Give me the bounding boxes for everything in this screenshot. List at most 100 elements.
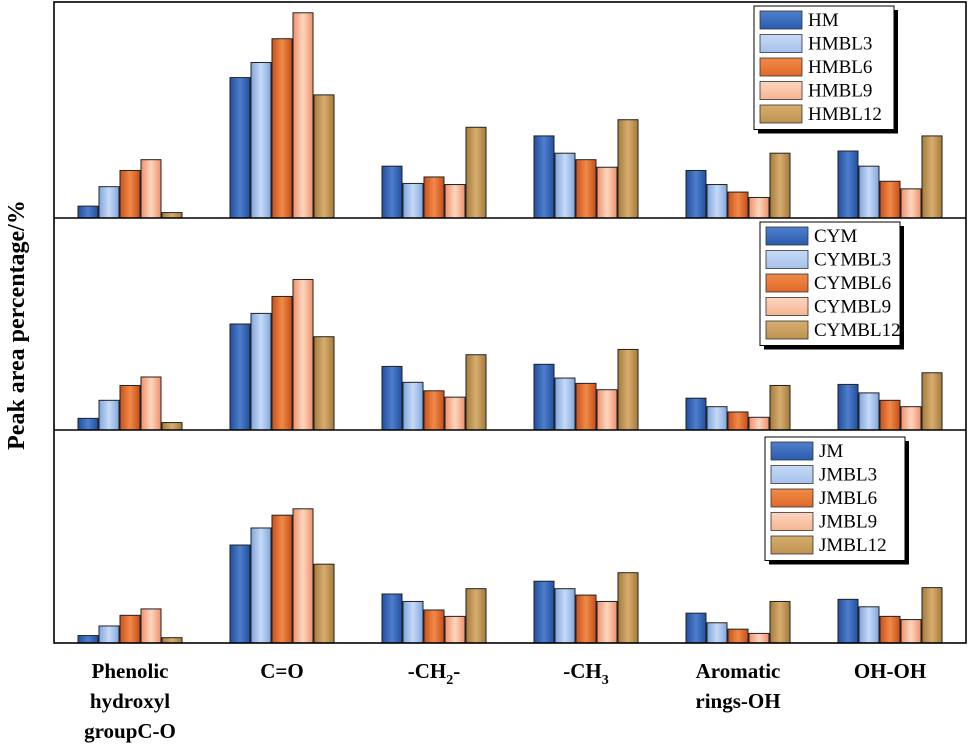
bar-CYMBL9-5 [748,416,770,431]
bar-CYM-6 [837,383,859,431]
bar-HMBL9-4 [596,166,618,219]
bar-CYMBL6-6 [879,399,901,431]
bar-CYMBL3-6 [858,392,880,431]
bar-HMBL3-4 [554,152,576,219]
bar-CYMBL3-2 [250,312,272,431]
bar-HMBL9-3 [444,184,466,219]
legend-swatch-CYMBL6 [765,273,809,293]
bar-CYMBL6-5 [727,411,749,431]
bar-JMBL9-2 [292,508,314,644]
bar-CYMBL6-3 [423,390,445,431]
bar-CYMBL9-1 [140,376,162,431]
legend-label-JM: JM [819,441,843,462]
bar-CYMBL9-4 [596,389,618,431]
bar-JMBL9-5 [748,632,770,644]
legend-swatch-HM [759,10,803,30]
legend-label-CYMBL6: CYMBL6 [814,273,891,294]
legend-label-HMBL12: HMBL12 [808,104,882,125]
bar-JMBL9-3 [444,615,466,644]
bar-CYMBL9-3 [444,396,466,431]
bar-HMBL9-5 [748,196,770,219]
bar-JM-5 [685,612,707,644]
bar-CYMBL9-2 [292,278,314,431]
bar-CYMBL12-4 [617,348,639,431]
legend-label-CYMBL3: CYMBL3 [814,250,891,271]
bar-HMBL9-6 [900,188,922,219]
bar-JMBL3-6 [858,606,880,644]
bar-HMBL12-5 [769,152,791,219]
bar-HM-2 [229,77,251,219]
bar-JMBL6-4 [575,594,597,644]
y-axis-label: Peak area percentage/% [4,200,30,450]
bar-JMBL9-6 [900,619,922,644]
bar-JMBL3-1 [98,625,120,644]
bar-JMBL6-1 [119,614,141,644]
legend-swatch-HMBL9 [759,81,803,100]
bar-JMBL12-5 [769,600,791,644]
bar-JMBL6-6 [879,615,901,644]
bar-JM-1 [77,635,99,644]
bar-CYMBL12-2 [313,336,335,431]
bar-JMBL12-3 [465,588,487,644]
bar-HM-4 [533,135,555,219]
bar-HMBL3-3 [402,182,424,219]
bar-CYM-3 [381,365,403,431]
bar-JM-2 [229,544,251,644]
bar-CYM-2 [229,323,251,431]
bar-CYMBL6-1 [119,384,141,431]
bar-CYMBL9-6 [900,406,922,431]
bar-HMBL9-2 [292,12,314,219]
legend-swatch-JMBL6 [770,488,814,508]
bar-CYMBL12-1 [161,422,183,431]
bar-HMBL12-1 [161,212,183,219]
bar-JM-6 [837,598,859,644]
bar-CYMBL3-3 [402,381,424,431]
legend-swatch-JMBL12 [770,535,814,555]
legend-swatch-CYMBL3 [765,250,809,269]
bar-CYMBL12-3 [465,354,487,431]
bar-HMBL6-5 [727,191,749,219]
bar-JM-3 [381,593,403,644]
bar-CYMBL12-6 [921,372,943,431]
bar-HMBL3-1 [98,186,120,219]
legend-label-JMBL12: JMBL12 [819,535,887,556]
bar-CYMBL6-4 [575,382,597,431]
legend-label-CYM: CYM [814,226,857,247]
legend-swatch-HMBL12 [759,104,803,124]
bar-CYM-4 [533,363,555,431]
bar-CYMBL12-5 [769,384,791,431]
legend-label-HMBL9: HMBL9 [808,81,872,102]
bar-HM-5 [685,169,707,219]
bar-HMBL6-3 [423,176,445,219]
legend-swatch-HMBL6 [759,57,803,77]
bar-JM-4 [533,580,555,644]
bar-CYMBL3-1 [98,399,120,431]
legend-label-JMBL6: JMBL6 [819,488,877,509]
bar-HM-3 [381,165,403,219]
legend-swatch-JMBL9 [770,512,814,531]
bar-CYMBL3-4 [554,377,576,431]
bar-JMBL3-5 [706,622,728,644]
legend-swatch-JM [770,441,814,461]
legend-label-JMBL9: JMBL9 [819,512,877,533]
legend-swatch-CYMBL12 [765,320,809,340]
bar-HMBL3-6 [858,165,880,219]
x-tick-label-5: Aromatic rings-OH [695,659,780,713]
x-tick-label-6: OH-OH [854,659,926,683]
legend-label-HMBL3: HMBL3 [808,34,872,55]
bar-JMBL12-4 [617,572,639,644]
legend-label-HMBL6: HMBL6 [808,57,872,78]
bar-HM-1 [77,205,99,219]
bar-CYM-5 [685,397,707,431]
bar-HMBL12-4 [617,119,639,219]
legend-swatch-CYMBL9 [765,297,809,316]
bar-HMBL6-6 [879,180,901,219]
bar-JMBL6-5 [727,628,749,644]
bar-JMBL9-1 [140,608,162,644]
